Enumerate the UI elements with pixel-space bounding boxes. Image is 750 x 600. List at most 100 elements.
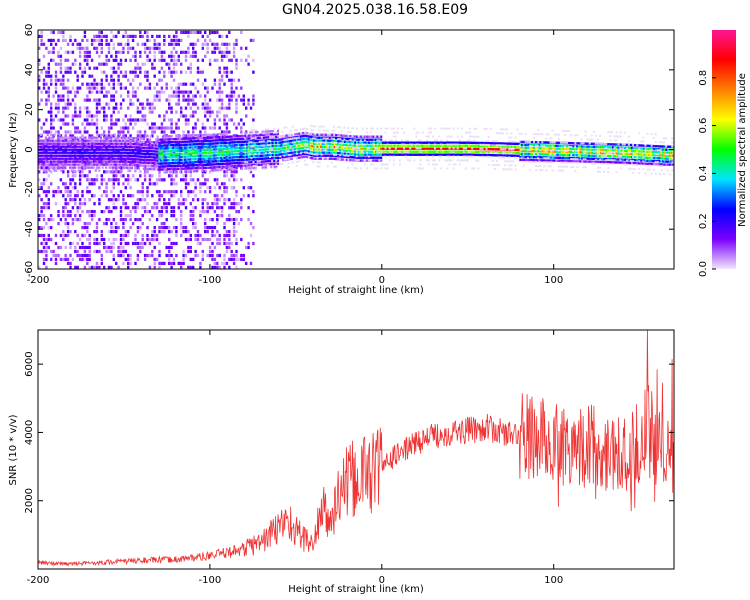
spectrogram-cell	[100, 106, 103, 110]
ridge-cell	[280, 138, 283, 141]
ridge-cell	[197, 134, 201, 137]
spectrogram-cell	[64, 106, 67, 110]
spectrogram-cell	[235, 42, 238, 46]
spectrogram-cell	[59, 70, 63, 74]
spectrogram-cell	[223, 54, 226, 58]
ridge-cell	[328, 136, 331, 139]
spectrogram-cell	[115, 118, 118, 122]
spectrogram-cell	[131, 174, 135, 178]
ridge-cell	[153, 147, 156, 150]
spectrogram-cell	[103, 237, 106, 242]
ridge-cell	[67, 145, 70, 148]
spectrogram-cell	[47, 202, 50, 206]
spectrogram-cell	[78, 257, 82, 261]
spectrogram-cell	[62, 230, 65, 234]
ridge-cell	[426, 153, 429, 156]
ridge-cell	[46, 163, 49, 166]
ridge-cell	[94, 142, 97, 145]
spectrogram-cell	[103, 130, 106, 134]
ridge-cell	[213, 163, 216, 166]
ridge-cell	[82, 136, 85, 139]
ridge-cell	[239, 143, 242, 147]
ridge-cell	[376, 153, 379, 156]
ridge-cell	[38, 154, 41, 157]
spectrogram-cell	[182, 202, 185, 206]
spectrogram-cell	[74, 170, 77, 174]
ridge-cell	[493, 154, 496, 157]
ridge-cell	[134, 164, 137, 167]
ridge-cell	[259, 142, 262, 145]
ridge-cell	[337, 152, 340, 155]
ridge-cell	[161, 147, 164, 150]
ridge-cell	[84, 151, 87, 154]
ridge-cell	[428, 144, 431, 147]
spectrogram-cell	[175, 58, 178, 62]
ridge-cell	[271, 156, 274, 160]
ridge-cell	[270, 139, 273, 142]
ridge-cell	[562, 159, 565, 163]
ridge-cell	[539, 147, 543, 150]
ridge-cell	[268, 163, 271, 166]
spectrogram-cell	[66, 50, 70, 54]
ridge-cell	[44, 154, 48, 157]
ridge-cell	[221, 162, 225, 166]
ridge-cell	[91, 163, 94, 166]
spectrogram-cell	[245, 58, 248, 62]
spectrogram-cell	[232, 222, 236, 226]
spectrogram-cell	[228, 241, 231, 246]
spectrogram-cell	[206, 202, 209, 206]
spectrogram-cell	[88, 265, 91, 269]
spectrogram-cell	[213, 46, 217, 50]
spectrogram-cell	[40, 198, 43, 202]
ridge-cell	[350, 138, 353, 141]
ridge-cell	[459, 150, 462, 153]
spectrogram-cell	[228, 178, 231, 182]
ridge-cell	[338, 152, 341, 155]
ridge-cell	[478, 150, 481, 154]
spectrogram-cell	[38, 74, 41, 78]
spectrogram-cell	[115, 206, 118, 210]
spectrogram-cell	[98, 42, 101, 46]
ridge-cell	[177, 146, 180, 150]
ridge-cell	[345, 140, 348, 144]
ridge-cell	[60, 148, 63, 151]
spectrogram-cell	[180, 265, 183, 269]
ridge-cell	[105, 163, 108, 166]
spectrogram-cell	[110, 54, 113, 58]
spectrogram-cell	[134, 202, 137, 206]
spectrogram-cell	[45, 70, 48, 74]
spectrogram-cell	[206, 178, 209, 182]
ridge-cell	[111, 142, 115, 145]
ridge-cell	[55, 139, 58, 142]
spectrogram-cell	[180, 226, 183, 230]
spectrogram-cell	[225, 190, 229, 194]
ridge-cell	[223, 153, 226, 157]
ridge-cell	[139, 155, 142, 158]
ridge-cell	[283, 155, 286, 159]
ridge-cell	[220, 135, 223, 139]
spectrogram-cell	[208, 106, 212, 110]
ridge-cell	[134, 143, 137, 146]
spectrogram-cell	[182, 257, 185, 261]
ridge-cell	[545, 150, 548, 153]
spectrogram-cell	[86, 98, 89, 102]
spectrogram-cell	[155, 178, 159, 182]
spectrogram-cell	[165, 170, 168, 174]
spectrogram-cell	[175, 38, 178, 42]
ridge-cell	[62, 148, 65, 151]
ridge-cell	[467, 144, 470, 147]
ridge-cell	[38, 157, 41, 160]
ridge-cell	[101, 154, 104, 157]
ridge-cell	[407, 147, 410, 150]
spectrogram-cell	[100, 210, 103, 214]
ridge-cell	[282, 155, 285, 159]
spectrogram-cell	[177, 198, 180, 202]
ridge-cell	[440, 144, 443, 147]
ridge-cell	[282, 147, 285, 150]
spectrogram-cell	[220, 210, 224, 214]
ridge-cell	[488, 151, 491, 154]
ridge-cell	[326, 142, 329, 145]
ridge-cell	[261, 157, 264, 160]
ridge-cell	[43, 154, 46, 157]
spectrogram-cell	[119, 126, 123, 130]
